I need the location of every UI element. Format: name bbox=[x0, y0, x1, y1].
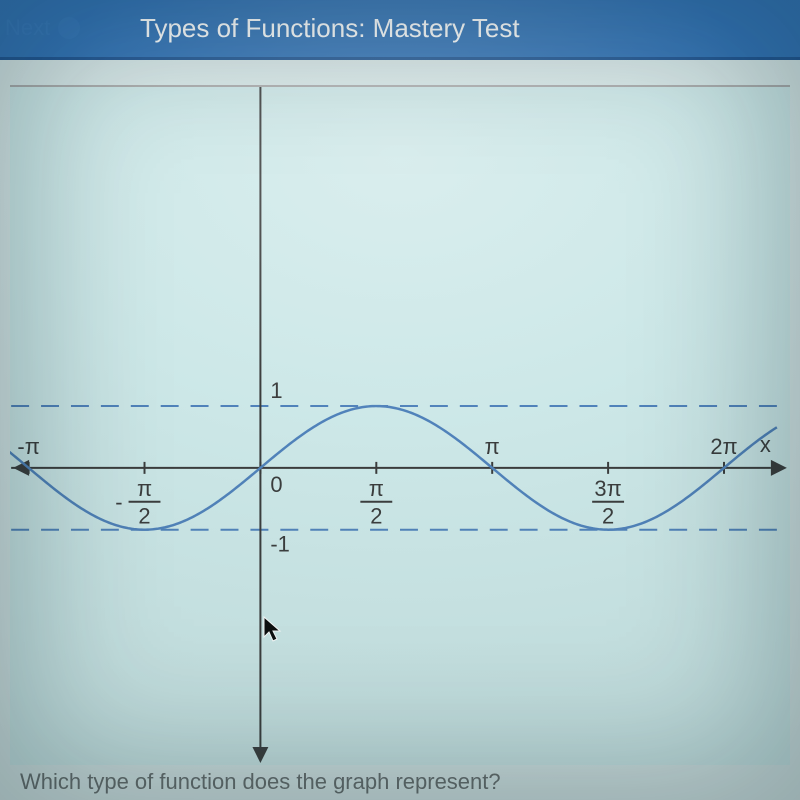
svg-text:π: π bbox=[369, 476, 384, 501]
chart-container: -π-π20π2π3π22π1-1x bbox=[10, 85, 790, 765]
svg-text:1: 1 bbox=[270, 378, 282, 403]
header-bar: Next Types of Functions: Mastery Test bbox=[0, 0, 800, 60]
header-nav[interactable]: Next bbox=[5, 15, 80, 41]
nav-icon bbox=[58, 17, 80, 39]
svg-text:0: 0 bbox=[270, 472, 282, 497]
svg-text:-π: -π bbox=[17, 434, 39, 459]
svg-text:π: π bbox=[137, 476, 152, 501]
svg-text:3π: 3π bbox=[594, 476, 621, 501]
svg-text:2π: 2π bbox=[710, 434, 737, 459]
svg-text:2: 2 bbox=[138, 504, 150, 529]
svg-text:2: 2 bbox=[602, 504, 614, 529]
question-text: Which type of function does the graph re… bbox=[20, 769, 501, 795]
nav-label: Next bbox=[5, 15, 50, 41]
svg-text:2: 2 bbox=[370, 504, 382, 529]
svg-text:-: - bbox=[115, 490, 122, 515]
svg-text:π: π bbox=[485, 434, 500, 459]
svg-text:-1: -1 bbox=[270, 532, 290, 557]
page-title: Types of Functions: Mastery Test bbox=[140, 13, 520, 44]
function-graph: -π-π20π2π3π22π1-1x bbox=[10, 87, 790, 765]
